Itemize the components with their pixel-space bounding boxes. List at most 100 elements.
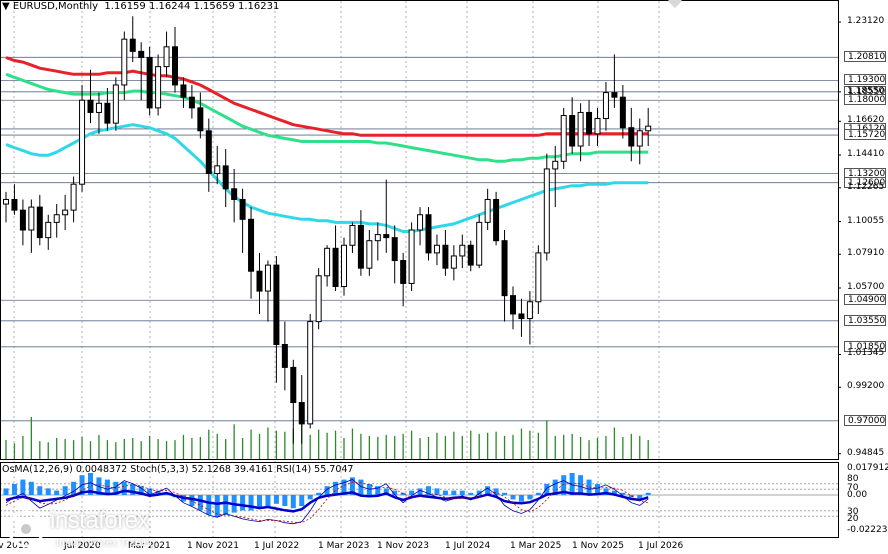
candle-body [239,198,246,220]
rsi-line [5,489,649,513]
osma-bar [620,492,626,495]
time-axis-label: Mar 2021 [128,541,171,551]
price-tick-label: 1.23120 [847,16,885,27]
osma-bar [28,481,34,495]
candle-body [408,229,415,284]
osma-bar [434,488,440,495]
candle-body [391,237,398,262]
candle-body [484,198,491,223]
osma-bar [223,495,229,515]
candle-body [53,214,60,223]
price-tick-label: 1.10055 [847,215,885,226]
price-level-label: 1.12600 [844,176,886,188]
osma-bar [54,490,60,495]
indicator-axis-label: 30 [847,507,859,517]
price-level-label: 1.04900 [844,294,886,306]
price-tick-label: 1.05700 [847,282,885,292]
candle-body [163,46,170,68]
indicator-axis-label: 0.017912 [847,463,888,473]
ma-green-line [5,72,649,163]
symbol-timeframe: EURUSD,Monthly [12,1,99,12]
osma-bar [561,475,567,495]
osma-bar [20,479,26,495]
candle-body [45,221,52,239]
indicator-axis-label: 80 [847,474,859,484]
candle-body [442,244,449,269]
osma-bar [485,486,491,495]
candle-body [79,99,86,185]
osma-bar [282,495,288,506]
candle-body [501,240,508,297]
chart-header: ▼ EURUSD,Monthly 1.16159 1.16244 1.15659… [2,1,279,12]
price-tick-label: 0.94845 [847,447,885,458]
time-axis-label: 1 Mar 2023 [318,541,370,551]
candle-body [569,115,576,147]
candle-body [205,130,212,175]
osma-bar [121,481,127,495]
candle-body [467,244,474,266]
candle-body [315,275,322,323]
candle-body [510,295,516,315]
stoch-main-line [5,479,649,525]
indicator-pane [0,473,838,525]
osma-bar [400,492,406,495]
candle-body [298,402,305,425]
candle-body [87,99,94,113]
price-tick-label: 1.12265 [847,181,885,192]
candle-body [476,221,483,266]
candle-body [628,127,635,147]
osma-bar [240,495,246,511]
osma-bar [104,479,110,495]
osma-bar [518,495,524,502]
osma-bar [586,479,592,495]
osma-bar [451,490,457,495]
candle-body [146,56,153,109]
candle-body [290,366,297,404]
candle-body [188,96,195,109]
instaforex-emblem-icon [7,510,45,548]
chart-frame [0,0,839,460]
osma-bar [214,495,220,517]
indicator-axis-label: 20 [847,514,859,524]
osma-bar [383,488,389,495]
price-level-label: 1.18000 [844,94,886,106]
osma-bar [349,477,355,495]
osma-bar [324,486,330,495]
osma-bar [138,486,144,495]
candle-body [459,244,466,257]
time-axis-label: 1 Nov 2021 [187,541,239,551]
price-tick-label: 1.16620 [847,115,885,126]
candle-body [197,107,204,132]
candle-body [36,206,43,239]
ohlc-values: 1.16159 1.16244 1.15659 1.16231 [104,1,280,12]
osma-bar [476,490,482,495]
osma-bar [3,488,9,495]
candle-body [417,214,424,231]
osma-bar [265,495,271,506]
osma-bar [569,473,575,495]
candle-body [248,218,255,272]
candle-body [3,198,9,205]
indicator-axis-label: 70 [847,483,859,493]
osma-bar [603,488,609,495]
price-level-label: 1.20810 [844,51,886,63]
candle-body [357,224,364,269]
osma-bar [45,488,51,495]
indicator-axis-label: 0.00 [847,490,868,500]
level-lines [0,21,841,455]
candle-body [129,38,136,52]
osma-bar [611,490,617,495]
candle-body [307,321,314,425]
candle-body [332,247,339,287]
price-level-label: 0.97000 [844,414,886,426]
candle-body [180,84,187,98]
candle-body [231,188,238,200]
candlesticks [3,16,652,444]
candle-body [400,260,407,284]
osma-bar [62,486,68,495]
osma-bar [147,488,153,495]
candle-body [281,344,288,368]
candle-body [70,183,77,211]
candle-body [611,92,618,98]
